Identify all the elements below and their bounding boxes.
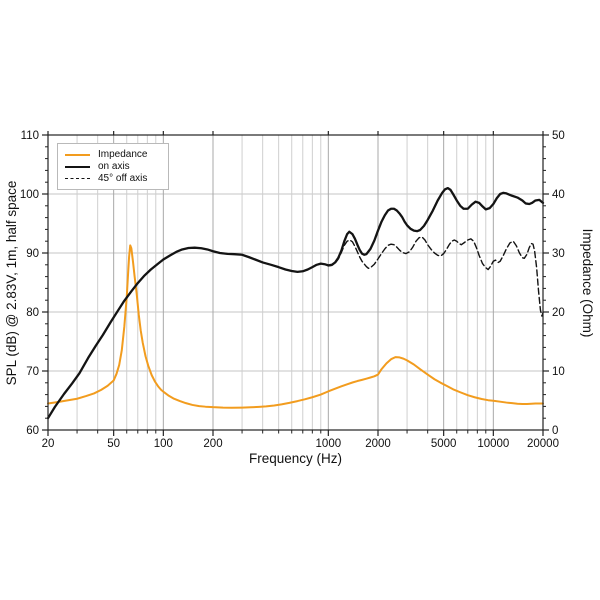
legend-label-45-off-axis: 45° off axis xyxy=(98,173,148,184)
y-left-tick-label: 90 xyxy=(26,248,39,260)
y-right-tick-label: 10 xyxy=(552,366,565,378)
x-axis-ticks: 20 50 100 200 1000 2000 5000 10000 20000 xyxy=(42,131,559,450)
legend: Impedance on axis 45° off axis xyxy=(57,143,169,190)
y-right-tick-label: 0 xyxy=(552,425,558,437)
series-impedance xyxy=(47,244,544,409)
y-left-tick-label: 100 xyxy=(20,189,39,201)
x-tick-label: 100 xyxy=(154,438,173,450)
y-left-tick-label: 80 xyxy=(26,307,39,319)
series-on-axis xyxy=(46,186,545,420)
on-axis-line-swatch xyxy=(65,165,90,168)
axes xyxy=(47,134,544,431)
y-right-tick-label: 50 xyxy=(552,130,565,142)
off-axis-line-swatch xyxy=(65,178,90,179)
y-right-tick-label: 30 xyxy=(552,248,565,260)
y-right-tick-label: 40 xyxy=(552,189,565,201)
legend-item-on-axis: on axis xyxy=(65,161,162,172)
x-tick-label: 200 xyxy=(203,438,222,450)
y-right-ticks: 0 10 20 30 40 50 xyxy=(543,130,565,437)
x-tick-label: 50 xyxy=(107,438,120,450)
x-tick-label: 20 xyxy=(42,438,55,450)
x-tick-label: 5000 xyxy=(431,438,457,450)
legend-label-impedance: Impedance xyxy=(98,149,148,160)
series-45-off-axis xyxy=(327,236,544,317)
x-tick-label: 2000 xyxy=(365,438,391,450)
y-left-ticks: 60 70 80 90 100 110 xyxy=(20,130,48,437)
legend-item-45-off-axis: 45° off axis xyxy=(65,173,162,184)
y-right-axis-title: Impedance (Ohm) xyxy=(580,229,595,338)
impedance-line-swatch xyxy=(65,153,90,156)
x-tick-label: 1000 xyxy=(316,438,342,450)
x-axis-title: Frequency (Hz) xyxy=(249,451,342,466)
y-left-axis-title: SPL (dB) @ 2.83V, 1m, half space xyxy=(4,181,19,386)
y-left-tick-label: 60 xyxy=(26,425,39,437)
legend-label-on-axis: on axis xyxy=(98,161,130,172)
x-tick-label: 20000 xyxy=(527,438,559,450)
y-right-tick-label: 20 xyxy=(552,307,565,319)
x-tick-label: 10000 xyxy=(477,438,509,450)
y-left-tick-label: 110 xyxy=(21,130,39,142)
legend-item-impedance: Impedance xyxy=(65,149,162,160)
y-left-tick-label: 70 xyxy=(26,366,39,378)
